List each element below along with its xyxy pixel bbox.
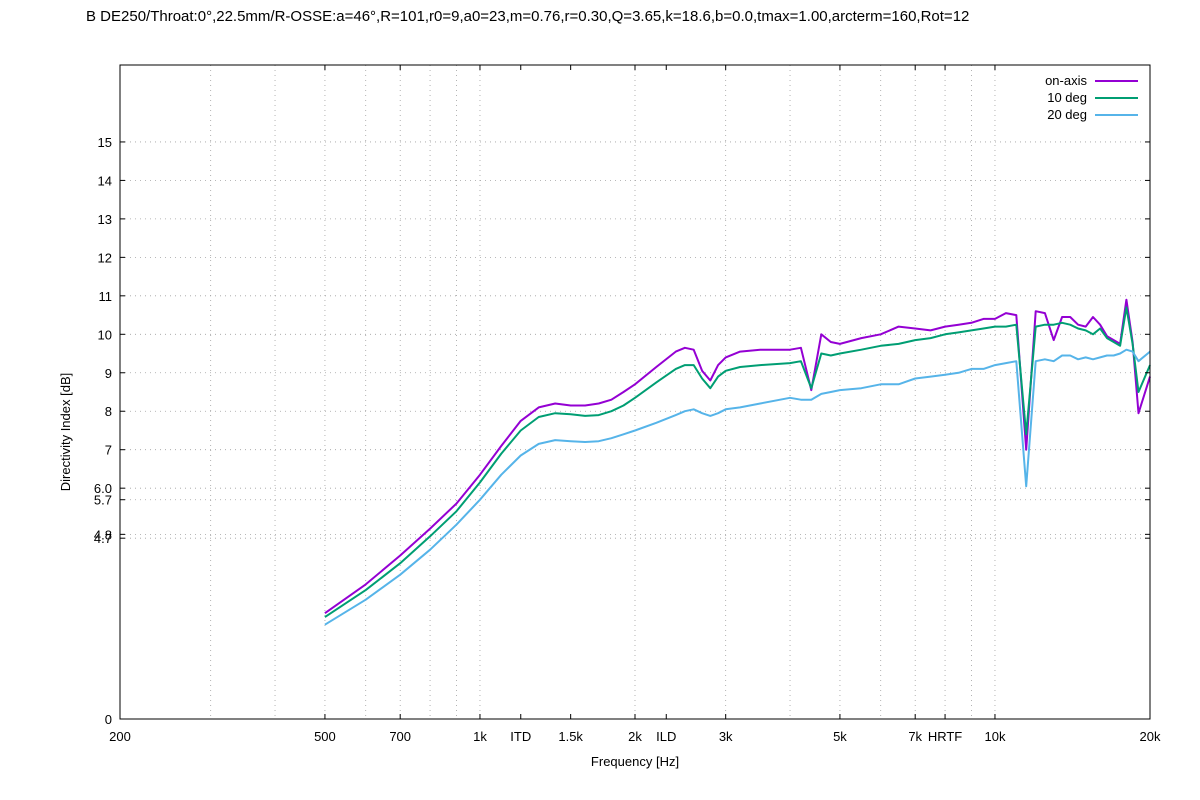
y-tick-label: 7 [105,443,112,458]
y-tick-label: 6.0 [94,481,112,496]
legend: on-axis 10 deg 20 deg [1045,73,1138,122]
x-tick-label: HRTF [928,729,962,744]
y-tick-label: 8 [105,404,112,419]
y-tick-label: 13 [98,212,112,227]
x-tick-label: 500 [314,729,336,744]
y-tick-label: 10 [98,327,112,342]
legend-label-20-deg: 20 deg [1047,107,1087,122]
series-line-on-axis [324,298,1151,615]
y-tick-label: 0 [105,712,112,727]
x-tick-label: 5k [833,729,847,744]
x-tick-label: 200 [109,729,131,744]
x-tick-label: 1k [473,729,487,744]
y-tick-label: 12 [98,250,112,265]
grid [120,65,1150,719]
x-tick-label: 7k [908,729,922,744]
x-tick-label: 20k [1140,729,1161,744]
series-line-10-deg [324,306,1151,618]
series-lines [324,298,1151,626]
y-tick-label: 4.7 [94,531,112,546]
x-tick-label: ILD [656,729,676,744]
x-tick-label: 3k [719,729,733,744]
axis-ticks: 200 500 700 1k ITD 1.5k 2k ILD 3k 5k 7k HRTF 10k 20k 0… [94,65,1161,744]
chart-title: B DE250/Throat:0°,22.5mm/R-OSSE:a=46°,R=… [86,8,970,25]
series-line-20-deg [324,348,1151,626]
y-tick-label: 4.8 [94,527,112,542]
x-tick-label: 10k [984,729,1005,744]
y-tick-label: 14 [98,173,112,188]
x-tick-label: ITD [510,729,531,744]
legend-label-on-axis: on-axis [1045,73,1087,88]
y-axis-label: Directivity Index [dB] [58,373,73,492]
legend-label-10-deg: 10 deg [1047,90,1087,105]
y-tick-label: 5.7 [94,493,112,508]
y-tick-label: 11 [99,289,113,304]
x-tick-label: 1.5k [558,729,583,744]
x-axis-label: Frequency [Hz] [591,754,679,769]
x-tick-label: 2k [628,729,642,744]
x-tick-label: 700 [389,729,411,744]
y-tick-label: 9 [105,366,112,381]
y-tick-label: 15 [98,135,112,150]
